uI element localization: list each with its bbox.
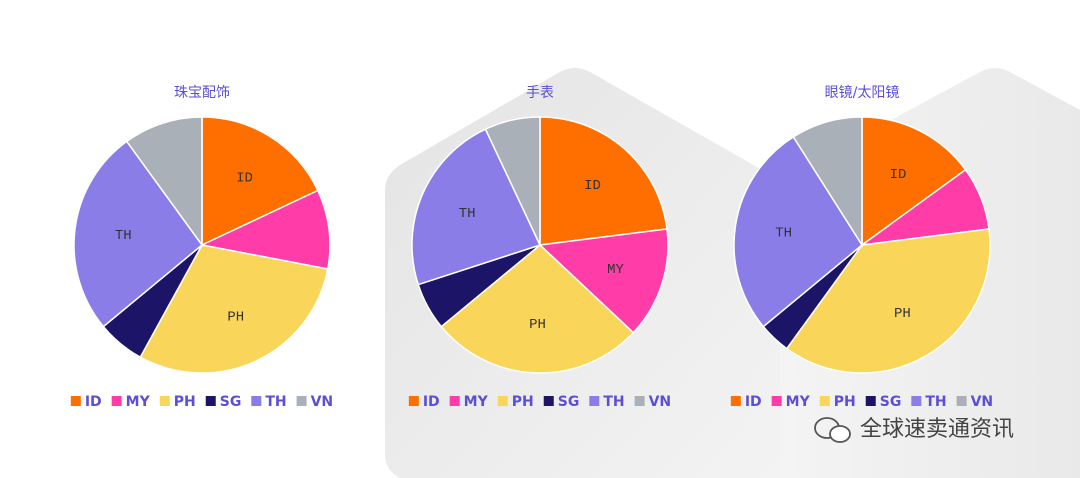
slice-label: PH <box>894 306 911 322</box>
slice-label: TH <box>459 206 476 222</box>
legend: ID MY PH SG TH VN <box>408 394 672 410</box>
pie-slice <box>411 128 542 286</box>
legend-swatch <box>771 396 782 406</box>
charts: 珠宝配饰 ID PH TH ID MY PH SG TH VN 手表 ID MY PH TH ID MY PH SG… <box>70 85 994 410</box>
pie-slice <box>861 116 967 247</box>
legend-label: SG <box>880 394 902 410</box>
legend-label: SG <box>558 394 580 410</box>
chart-title: 珠宝配饰 <box>174 85 230 101</box>
legend-label: TH <box>925 394 946 410</box>
legend-label: ID <box>745 394 762 410</box>
pie-slice <box>538 228 669 334</box>
legend-label: SG <box>220 394 242 410</box>
legend-swatch <box>70 396 81 406</box>
slice-label: ID <box>236 171 253 187</box>
legend-label: VN <box>649 394 672 410</box>
legend-label: MY <box>464 394 489 410</box>
pie-slice <box>792 116 863 248</box>
legend-swatch <box>251 396 262 406</box>
legend-label: PH <box>512 394 534 410</box>
slice-label: ID <box>584 178 601 194</box>
slice-label: TH <box>775 225 792 241</box>
pie-slice <box>201 116 319 247</box>
legend-swatch <box>205 396 216 406</box>
legend-label: VN <box>311 394 334 410</box>
legend-swatch <box>819 396 830 406</box>
legend: ID MY PH SG TH VN <box>730 394 994 410</box>
legend-label: TH <box>603 394 624 410</box>
legend-swatch <box>730 396 741 406</box>
pie-slice <box>539 116 668 246</box>
legend-label: MY <box>126 394 151 410</box>
slice-label: MY <box>607 262 624 278</box>
legend-label: PH <box>834 394 856 410</box>
pie-slice <box>440 244 635 374</box>
legend-label: VN <box>971 394 994 410</box>
pie-slice <box>484 116 541 246</box>
legend-swatch <box>543 396 554 406</box>
legend-swatch <box>159 396 170 406</box>
watermark-text: 全球速卖通资讯 <box>860 417 1014 442</box>
watermark: 全球速卖通资讯 <box>814 417 1014 443</box>
legend-swatch <box>497 396 508 406</box>
pie-slice <box>785 228 991 374</box>
legend-swatch <box>911 396 922 406</box>
pie-slice <box>199 189 331 270</box>
pie-slice <box>139 244 329 374</box>
legend-swatch <box>589 396 600 406</box>
legend-swatch <box>865 396 876 406</box>
slice-label: PH <box>227 310 244 326</box>
slice-label: ID <box>890 167 907 183</box>
legend: ID MY PH SG TH VN <box>70 394 334 410</box>
legend-label: ID <box>423 394 440 410</box>
legend-label: MY <box>786 394 811 410</box>
legend-swatch <box>111 396 122 406</box>
legend-swatch <box>956 396 967 406</box>
legend-swatch <box>408 396 419 406</box>
chart-title: 眼镜/太阳镜 <box>825 85 900 101</box>
legend-swatch <box>296 396 307 406</box>
pie-slice <box>733 135 863 328</box>
pie-slice <box>73 140 204 328</box>
pie-slice <box>125 116 203 248</box>
chart-title: 手表 <box>526 85 554 101</box>
legend-label: PH <box>174 394 196 410</box>
legend-label: TH <box>265 394 286 410</box>
slice-label: PH <box>529 317 546 333</box>
legend-swatch <box>449 396 460 406</box>
legend-label: ID <box>85 394 102 410</box>
legend-swatch <box>634 396 645 406</box>
slice-label: TH <box>115 228 132 244</box>
